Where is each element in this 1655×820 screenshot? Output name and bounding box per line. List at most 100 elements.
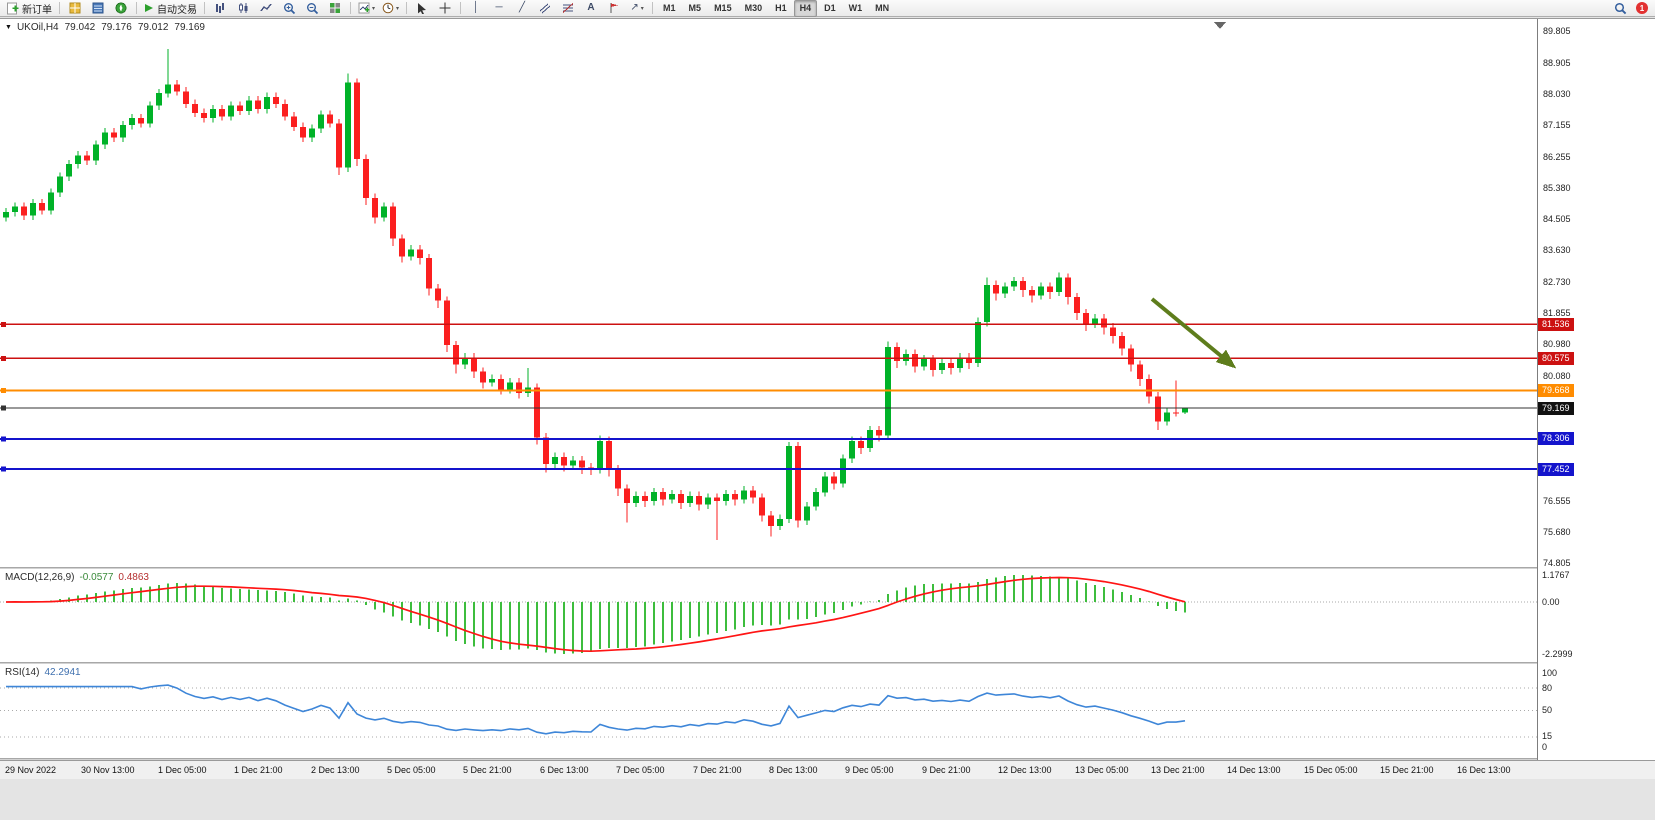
timeframe-button-H4[interactable]: H4 <box>793 0 818 17</box>
chevron-down-icon: ▾ <box>396 5 400 12</box>
macd-label: MACD(12,26,9) -0.0577 0.4863 <box>5 572 149 583</box>
level-anchor[interactable] <box>1 436 6 442</box>
cursor-icon[interactable] <box>411 0 433 17</box>
label-icon[interactable] <box>603 0 625 17</box>
price-axis-label: 80.980 <box>1543 339 1571 349</box>
crosshair-icon[interactable] <box>434 0 456 17</box>
price-axis-label: 87.155 <box>1543 120 1571 130</box>
candlestick-chart <box>0 22 1537 541</box>
chevron-down-icon: ▾ <box>372 5 376 12</box>
date-axis-label: 7 Dec 21:00 <box>693 765 742 775</box>
price-axis-label: 82.730 <box>1543 277 1571 287</box>
level-anchor[interactable] <box>1 355 6 361</box>
toolbar-separator <box>652 2 654 14</box>
macd-axis-label: 1.1767 <box>1542 570 1570 580</box>
charts-grid-icon[interactable] <box>64 0 86 17</box>
macd-signal-line <box>5 576 1186 653</box>
toolbar-separator <box>350 2 351 14</box>
trend-arrow-annotation[interactable] <box>1150 297 1237 369</box>
date-axis-label: 5 Dec 21:00 <box>463 765 512 775</box>
date-axis-label: 5 Dec 05:00 <box>387 765 436 775</box>
macd-histogram <box>14 575 1186 654</box>
level-anchor[interactable] <box>1 321 6 327</box>
autotrading-button[interactable]: 自动交易 <box>141 0 200 17</box>
text-icon[interactable]: A <box>587 2 595 13</box>
clock-icon[interactable]: ▾ <box>379 0 402 17</box>
rsi-axis-label: 100 <box>1542 668 1558 678</box>
date-axis-label: 29 Nov 2022 <box>5 765 57 775</box>
one-click-trading-icon[interactable]: ▼ <box>5 24 12 31</box>
autotrading-play-icon <box>145 4 153 12</box>
pane-splitter[interactable] <box>0 567 1655 569</box>
market-watch-icon[interactable] <box>87 0 109 17</box>
price-axis-label: 80.080 <box>1543 371 1571 381</box>
date-axis-label: 30 Nov 13:00 <box>81 765 135 775</box>
fibonacci-icon[interactable] <box>557 0 579 17</box>
ohlc-high: 79.176 <box>101 22 132 33</box>
date-axis-label: 12 Dec 13:00 <box>998 765 1052 775</box>
date-axis-label: 2 Dec 13:00 <box>311 765 360 775</box>
horizontal-line-icon[interactable]: ─ <box>495 2 503 13</box>
price-axis-label: 76.555 <box>1543 496 1571 506</box>
macd-pane: MACD(12,26,9) -0.0577 0.4863 <box>0 569 1537 662</box>
price-axis-label: 81.855 <box>1543 308 1571 318</box>
channel-icon[interactable] <box>534 0 556 17</box>
symbol-period-label: UKOil,H4 <box>16 22 59 33</box>
price-axis-label: 83.630 <box>1543 245 1571 255</box>
notification-badge[interactable]: 1 <box>1636 2 1648 14</box>
date-axis-label: 13 Dec 21:00 <box>1151 765 1205 775</box>
trendline-icon[interactable]: ╱ <box>519 2 526 13</box>
level-anchor[interactable] <box>1 405 6 411</box>
candlestick-chart-icon[interactable] <box>232 0 254 17</box>
timeframe-button-D1[interactable]: D1 <box>824 3 836 13</box>
search-icon[interactable] <box>1609 0 1631 17</box>
macd-axis-label: -2.2999 <box>1542 649 1573 659</box>
pane-splitter[interactable] <box>0 662 1655 664</box>
price-axis-label: 86.255 <box>1543 152 1571 162</box>
chart-title: ▼ UKOil,H4 79.042 79.176 79.012 79.169 <box>5 22 205 33</box>
price-axis-label: 75.680 <box>1543 527 1571 537</box>
line-chart-icon[interactable] <box>255 0 277 17</box>
new-order-icon[interactable]: 新订单 <box>3 0 55 17</box>
time-axis[interactable]: 29 Nov 2022 30 Nov 13:00 1 Dec 05:00 1 Dec … <box>0 760 1655 779</box>
tile-windows-icon[interactable] <box>324 0 346 17</box>
level-anchor[interactable] <box>1 388 6 394</box>
vertical-line-icon[interactable]: │ <box>472 2 480 13</box>
date-axis-label: 6 Dec 13:00 <box>540 765 589 775</box>
timeframe-button-W1[interactable]: W1 <box>848 3 863 13</box>
date-axis-label: 8 Dec 13:00 <box>769 765 818 775</box>
toolbar-separator <box>460 2 462 14</box>
level-anchor[interactable] <box>1 466 6 472</box>
zoom-out-icon[interactable] <box>301 0 323 17</box>
zoom-in-icon[interactable] <box>278 0 300 17</box>
price-axis: 89.805 88.905 88.030 87.155 86.255 85.380 84.5… <box>1537 19 1655 760</box>
rsi-pane: RSI(14) 42.2941 <box>0 664 1537 758</box>
date-axis-label: 7 Dec 05:00 <box>616 765 665 775</box>
chart-shift-marker[interactable] <box>1214 22 1226 29</box>
pane-splitter[interactable] <box>0 758 1655 760</box>
chart-window: ▼ UKOil,H4 79.042 79.176 79.012 79.169 MACD(1… <box>0 18 1655 779</box>
date-axis-label: 16 Dec 13:00 <box>1457 765 1511 775</box>
timeframe-button-H1[interactable]: H1 <box>775 3 787 13</box>
level-price-tag: 78.306 <box>1538 432 1574 445</box>
toolbar: 新订单 自动交易 ▾ ▾ <box>0 0 1655 17</box>
timeframe-button-M1[interactable]: M1 <box>663 3 676 13</box>
timeframe-button-M30[interactable]: M30 <box>744 3 763 13</box>
ohlc-close: 79.169 <box>174 22 205 33</box>
level-price-tag: 81.536 <box>1538 318 1574 331</box>
rsi-axis-label: 0 <box>1542 742 1548 752</box>
arrows-icon[interactable]: ↗ ▾ <box>630 2 644 13</box>
macd-chart <box>0 575 1537 654</box>
new-chart-icon[interactable]: ▾ <box>355 0 378 17</box>
timeframe-button-M15[interactable]: M15 <box>714 3 732 13</box>
date-axis-label: 14 Dec 13:00 <box>1227 765 1281 775</box>
timeframe-button-MN[interactable]: MN <box>875 3 890 13</box>
price-axis-label: 85.380 <box>1543 183 1571 193</box>
navigator-icon[interactable] <box>110 0 132 17</box>
timeframe-group: M1 M5 M15 M30 H1 H4 D1 W1 MN <box>657 0 895 17</box>
candles-series <box>3 48 1188 541</box>
date-axis-label: 13 Dec 05:00 <box>1075 765 1129 775</box>
rsi-line <box>6 684 1186 735</box>
bar-chart-icon[interactable] <box>209 0 231 17</box>
timeframe-button-M5[interactable]: M5 <box>688 3 702 13</box>
